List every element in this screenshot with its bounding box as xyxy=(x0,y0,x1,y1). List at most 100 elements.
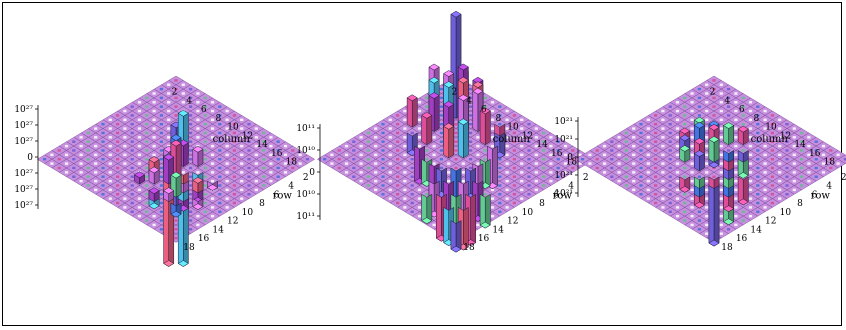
plane-tile-marker xyxy=(225,109,229,113)
plane-tile-marker xyxy=(291,158,295,161)
plane-tile-marker xyxy=(189,166,193,170)
plane-tile-marker xyxy=(210,136,215,139)
plane-tile-marker xyxy=(763,206,767,209)
plane-tile-marker xyxy=(719,144,723,148)
plane-tile-marker xyxy=(218,140,222,143)
plane-tile-marker xyxy=(403,144,407,148)
plane-tile-marker xyxy=(520,162,524,165)
column-axis-title: column xyxy=(751,134,789,145)
z-tick-label: 10²¹ xyxy=(554,189,573,199)
plane-tile-marker xyxy=(159,166,163,170)
plane-tile-marker xyxy=(705,171,709,174)
plane-tile-marker xyxy=(770,140,774,143)
plane-tile-marker xyxy=(469,166,473,170)
column-tick-label: 6 xyxy=(201,105,207,115)
plane-tile-marker xyxy=(159,149,163,152)
plane-tile-marker xyxy=(719,101,723,104)
plane-tile-marker xyxy=(632,171,636,174)
plane-tile-marker xyxy=(505,127,509,130)
plane-tile-marker xyxy=(556,175,560,178)
plane-tile-marker xyxy=(247,193,251,196)
plane-tile-marker xyxy=(807,144,811,148)
plane-tile-marker xyxy=(240,127,244,130)
plane-tile-marker xyxy=(203,149,207,152)
plane-tile-marker xyxy=(232,158,236,161)
plane-tile-marker xyxy=(225,127,229,130)
plane-tile-marker xyxy=(632,162,636,165)
plane-tile-marker xyxy=(756,131,760,135)
plane-tile-marker xyxy=(770,175,774,178)
bar xyxy=(192,176,204,194)
row-axis-title: row xyxy=(553,191,573,202)
plane-tile-marker xyxy=(388,153,392,157)
bar xyxy=(406,94,418,128)
plane-tile-marker xyxy=(690,162,694,165)
plane-tile-marker xyxy=(352,149,356,152)
plane-tile-marker xyxy=(381,158,385,161)
plane-tile-marker xyxy=(240,171,244,174)
plane-tile-marker xyxy=(505,109,509,113)
plane-tile-marker xyxy=(159,122,163,126)
plane-tile-marker xyxy=(785,140,789,143)
plane-tile-marker xyxy=(123,136,127,139)
plane-tile-marker xyxy=(432,144,436,148)
plane-tile-marker xyxy=(734,171,738,174)
plane-tile-marker xyxy=(719,83,723,86)
plane-tile-marker xyxy=(814,149,818,152)
plane-tile-marker xyxy=(388,144,392,148)
plane-tile-marker xyxy=(374,127,378,130)
plane-tile-marker xyxy=(624,158,628,161)
row-tick-label: 8 xyxy=(797,199,803,209)
plane-tile-marker xyxy=(505,188,509,192)
plane-tile-marker xyxy=(232,122,236,126)
plane-tile-marker xyxy=(159,219,163,222)
plane-tile-marker xyxy=(705,144,709,148)
plane-tile-marker xyxy=(654,149,658,152)
plane-tile-marker xyxy=(763,162,767,165)
plane-tile-marker xyxy=(359,136,363,139)
plane-tile-marker xyxy=(152,136,156,139)
row-tick-label: 18 xyxy=(721,243,733,253)
plane-tile-marker xyxy=(639,149,643,152)
z-tick-label: 10¹⁰ xyxy=(296,190,315,200)
column-axis-title: column xyxy=(493,134,531,145)
plane-tile-marker xyxy=(254,179,258,183)
plane-tile-marker xyxy=(381,131,385,135)
plane-tile-marker xyxy=(719,214,723,218)
plane-tile-marker xyxy=(719,92,723,95)
plane-tile-marker xyxy=(388,127,392,130)
plane-tile-marker xyxy=(291,166,295,170)
plane-tile-marker xyxy=(262,131,266,135)
plane-tile-marker xyxy=(330,162,334,165)
plane-tile-marker xyxy=(770,158,774,161)
plane-tile-marker xyxy=(683,175,687,178)
plane-tile-marker xyxy=(763,144,767,148)
plane-tile-marker xyxy=(108,127,112,130)
plane-tile-marker xyxy=(534,162,538,165)
plane-tile-marker xyxy=(167,101,171,104)
plane-tile-marker xyxy=(697,105,701,108)
plane-tile-marker xyxy=(520,118,524,121)
plane-tile-marker xyxy=(748,197,753,200)
plane-tile-marker xyxy=(763,179,767,183)
plane-tile-marker xyxy=(189,219,193,222)
plane-tile-marker xyxy=(167,109,171,113)
plane-tile-marker xyxy=(196,92,200,95)
plane-tile-marker xyxy=(498,210,502,213)
plane-tile-marker xyxy=(770,122,774,126)
plane-tile-marker xyxy=(800,140,804,143)
plane-tile-marker xyxy=(189,201,193,205)
plane-tile-marker xyxy=(439,96,443,100)
plane-tile-marker xyxy=(403,153,407,157)
plane-tile-marker xyxy=(556,140,560,143)
plane-tile-marker xyxy=(690,179,694,183)
plane-tile-marker xyxy=(734,153,738,157)
z-tick-label: 10²⁷ xyxy=(14,185,33,195)
plane-tile-marker xyxy=(432,153,436,157)
plane-tile-marker xyxy=(439,87,443,91)
plane-tile-marker xyxy=(79,162,83,165)
plane-tile-marker xyxy=(683,193,687,196)
plane-tile-marker xyxy=(403,118,407,121)
z-tick-label: 0 xyxy=(567,153,573,163)
plane-tile-marker xyxy=(50,153,54,157)
